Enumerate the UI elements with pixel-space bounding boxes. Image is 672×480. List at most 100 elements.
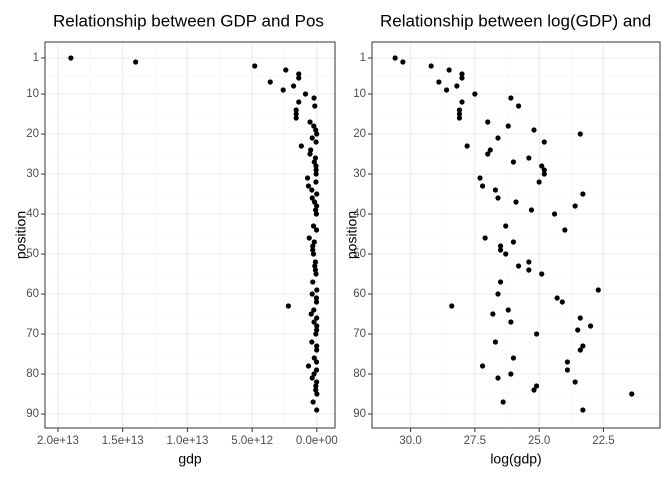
chart-title: Relationship between log(GDP) and	[380, 11, 651, 30]
point	[298, 143, 304, 149]
point	[497, 279, 504, 285]
point	[577, 131, 583, 137]
point	[485, 119, 491, 125]
y-tick-label: 40	[353, 208, 366, 220]
point	[562, 227, 568, 233]
point	[497, 243, 504, 249]
panel	[45, 42, 335, 428]
point	[293, 111, 299, 117]
point	[310, 223, 317, 229]
point	[308, 311, 314, 317]
point	[313, 139, 319, 145]
point	[508, 319, 514, 325]
point	[503, 251, 509, 257]
y-tick-label: 20	[353, 128, 366, 140]
point	[313, 367, 320, 373]
point	[283, 67, 289, 73]
point	[551, 211, 558, 217]
point	[293, 115, 299, 121]
point	[314, 327, 320, 333]
point	[307, 119, 313, 125]
point	[314, 379, 320, 385]
point	[293, 107, 299, 113]
point	[515, 263, 522, 269]
point	[492, 339, 499, 345]
chart-title: Relationship between GDP and Pos	[53, 11, 324, 30]
point	[313, 211, 319, 217]
y-tick-label: 90	[26, 408, 39, 420]
point	[309, 187, 315, 193]
point	[296, 71, 302, 77]
point	[533, 383, 540, 389]
point	[296, 75, 302, 81]
point	[487, 147, 493, 153]
point	[580, 343, 586, 349]
point	[505, 307, 511, 313]
point	[313, 299, 320, 305]
point	[436, 79, 442, 85]
point	[554, 295, 560, 301]
point	[528, 207, 535, 213]
point	[539, 163, 545, 169]
point	[580, 191, 586, 197]
point	[290, 83, 297, 89]
point	[312, 103, 318, 109]
point	[309, 375, 315, 381]
point	[314, 315, 320, 321]
point	[459, 71, 465, 77]
panel-border	[371, 41, 661, 429]
point	[307, 151, 313, 157]
point	[536, 179, 542, 185]
point	[68, 55, 74, 61]
point	[459, 99, 465, 105]
point	[495, 291, 501, 297]
x-tick-label: 2.0e+13	[37, 435, 79, 447]
y-tick-label: 80	[26, 368, 39, 380]
point	[309, 339, 315, 345]
point	[313, 387, 319, 393]
point	[456, 107, 463, 113]
point	[314, 203, 320, 209]
point	[311, 371, 317, 377]
x-tick-label: 30.0	[399, 435, 421, 447]
point	[313, 179, 319, 185]
point	[510, 159, 517, 165]
point	[313, 359, 320, 365]
point	[449, 303, 455, 309]
point	[526, 259, 532, 265]
point	[314, 347, 320, 353]
point	[314, 323, 320, 329]
y-tick-label: 80	[353, 368, 366, 380]
point	[443, 87, 450, 93]
point	[500, 399, 506, 405]
point	[497, 247, 504, 253]
point	[495, 135, 501, 141]
y-axis-label: position	[344, 211, 360, 259]
point	[314, 131, 320, 137]
point	[495, 375, 501, 381]
point	[312, 267, 319, 273]
point	[454, 83, 460, 89]
point	[302, 91, 309, 97]
point	[309, 291, 315, 297]
y-tick-label: 20	[26, 128, 39, 140]
point	[313, 207, 319, 213]
point	[312, 263, 318, 269]
y-tick-label: 1	[360, 52, 366, 64]
point	[503, 223, 509, 229]
point	[510, 239, 517, 245]
point	[306, 235, 312, 241]
point	[513, 199, 519, 205]
x-tick-label: 27.5	[464, 435, 486, 447]
point	[539, 271, 545, 277]
point	[587, 323, 594, 329]
point	[252, 63, 258, 69]
point	[629, 391, 635, 397]
point	[314, 407, 320, 413]
point	[446, 67, 452, 73]
point	[531, 387, 537, 393]
point	[310, 243, 316, 249]
point	[311, 123, 317, 129]
point	[310, 399, 316, 405]
